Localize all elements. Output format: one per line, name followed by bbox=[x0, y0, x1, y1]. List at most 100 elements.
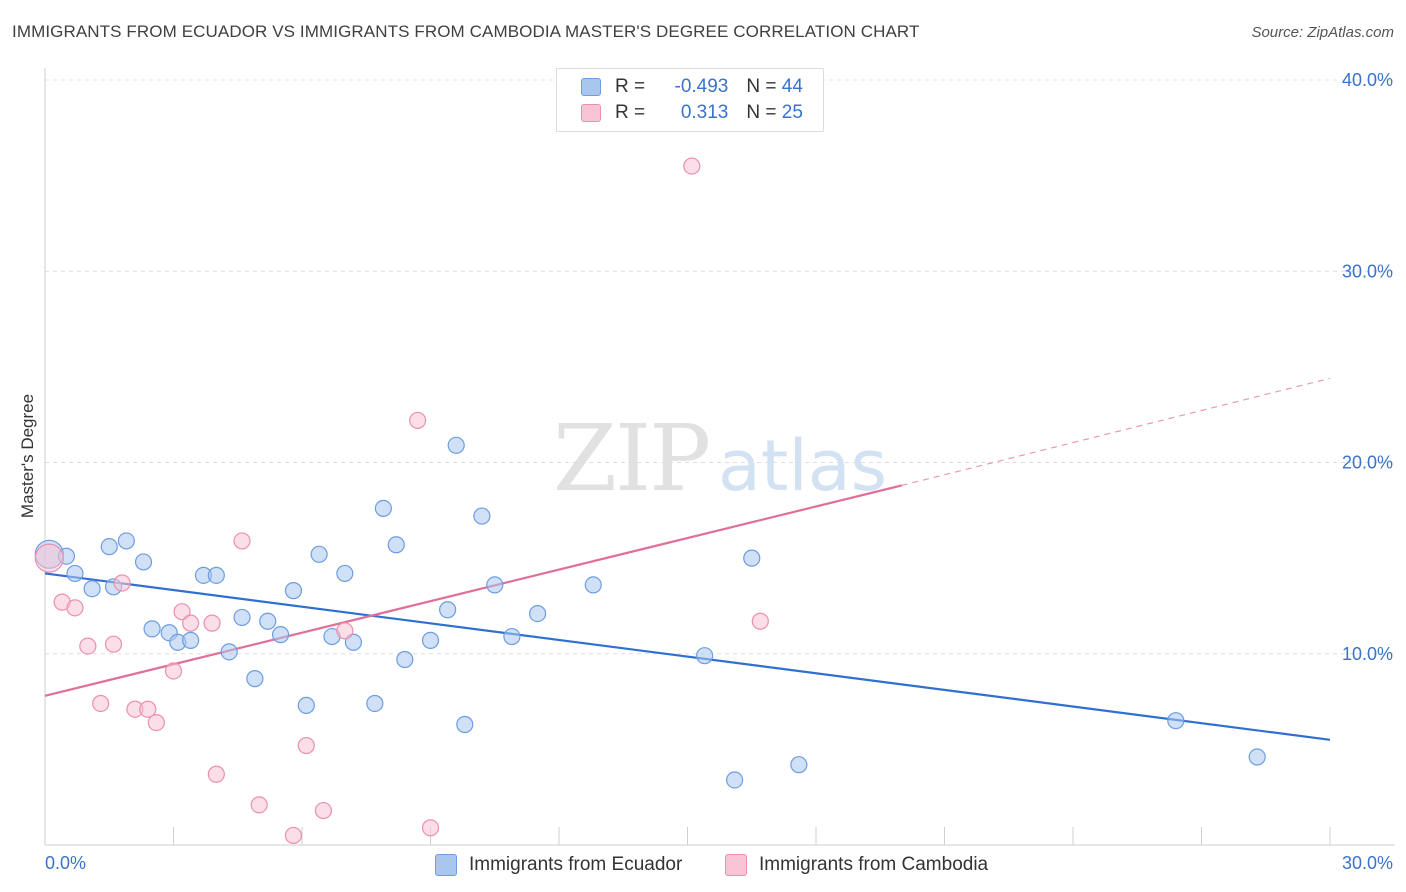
data-point-ecuador bbox=[387, 536, 405, 554]
data-point-ecuador bbox=[336, 564, 354, 583]
data-point-ecuador bbox=[503, 627, 521, 646]
y-tick-label: 10.0% bbox=[1342, 644, 1393, 664]
bottom-legend-label-ecuador: Immigrants from Ecuador bbox=[469, 854, 683, 875]
x-tick-label-start: 0.0% bbox=[45, 853, 86, 873]
legend-row-cambodia: R = 0.313 N = 25 bbox=[581, 101, 803, 125]
data-point-ecuador bbox=[366, 694, 384, 713]
data-point-ecuador bbox=[83, 580, 101, 598]
data-point-cambodia bbox=[104, 635, 123, 653]
legend-r-label: R = bbox=[615, 102, 651, 123]
data-point-cambodia bbox=[250, 796, 268, 814]
data-point-ecuador bbox=[182, 631, 200, 649]
data-point-cambodia bbox=[79, 637, 97, 655]
data-point-cambodia bbox=[113, 574, 131, 592]
data-point-ecuador bbox=[66, 564, 84, 583]
data-point-ecuador bbox=[134, 553, 153, 571]
data-point-ecuador bbox=[100, 538, 118, 556]
legend-swatch-cambodia bbox=[581, 104, 601, 122]
data-point-ecuador bbox=[456, 715, 474, 734]
data-point-cambodia bbox=[314, 801, 333, 820]
data-point-cambodia bbox=[66, 599, 84, 617]
y-tick-label: 30.0% bbox=[1342, 261, 1393, 281]
watermark-atlas: atlas bbox=[718, 425, 887, 507]
data-point-ecuador bbox=[790, 756, 808, 774]
data-point-ecuador bbox=[486, 576, 504, 594]
data-point-cambodia bbox=[207, 765, 225, 783]
data-point-cambodia bbox=[284, 826, 303, 845]
data-point-ecuador bbox=[439, 601, 457, 619]
axes bbox=[44, 68, 1395, 846]
watermark-zip: ZIP bbox=[553, 405, 709, 512]
correlation-legend: R = -0.493 N = 44 R = 0.313 N = 25 bbox=[556, 68, 824, 132]
trend-line-extension bbox=[901, 377, 1331, 487]
y-tick-label: 40.0% bbox=[1342, 70, 1393, 90]
bottom-legend-cambodia: Immigrants from Cambodia bbox=[725, 852, 988, 878]
data-point-ecuador bbox=[584, 576, 602, 594]
data-point-ecuador bbox=[143, 620, 161, 638]
data-point-cambodia bbox=[751, 612, 769, 630]
data-point-cambodia bbox=[683, 157, 701, 175]
data-point-ecuador bbox=[743, 549, 761, 567]
trend-line-ecuador bbox=[44, 572, 1331, 741]
legend-r-value: -0.493 bbox=[674, 76, 729, 97]
y-tick-label: 20.0% bbox=[1342, 453, 1393, 473]
tick-labels: 10.0% 20.0% 30.0% 40.0% 0.0% 30.0% bbox=[45, 70, 1393, 873]
legend-r-value: 0.313 bbox=[680, 102, 729, 123]
data-point-cambodia bbox=[233, 532, 251, 550]
data-point-ecuador bbox=[447, 436, 465, 454]
data-point-ecuador bbox=[117, 532, 135, 550]
data-point-ecuador bbox=[396, 650, 414, 669]
data-point-ecuador bbox=[310, 545, 328, 563]
data-point-cambodia bbox=[336, 622, 354, 640]
grid-lines bbox=[45, 79, 1395, 655]
data-point-cambodia bbox=[297, 736, 315, 755]
bottom-legend-ecuador: Immigrants from Ecuador bbox=[435, 852, 682, 878]
watermark: ZIP atlas bbox=[553, 405, 887, 512]
legend-n-label: N = bbox=[746, 102, 782, 123]
data-point-cambodia bbox=[139, 700, 157, 718]
data-point-ecuador bbox=[473, 507, 491, 525]
data-point-ecuador bbox=[1167, 712, 1185, 730]
data-point-ecuador bbox=[1248, 748, 1266, 766]
data-point-cambodia bbox=[34, 543, 64, 573]
data-point-cambodia bbox=[164, 662, 183, 680]
data-point-cambodia bbox=[173, 603, 191, 621]
data-point-ecuador bbox=[259, 612, 277, 630]
data-point-ecuador bbox=[344, 633, 362, 651]
data-point-cambodia bbox=[409, 411, 427, 430]
legend-n-value: 25 bbox=[781, 102, 803, 123]
data-point-ecuador bbox=[207, 566, 225, 584]
source-label: Source: ZipAtlas.com bbox=[1251, 24, 1394, 41]
data-point-ecuador bbox=[246, 670, 264, 688]
legend-row-ecuador: R = -0.493 N = 44 bbox=[581, 75, 803, 99]
chart-title: IMMIGRANTS FROM ECUADOR VS IMMIGRANTS FR… bbox=[12, 22, 920, 41]
trend-line-cambodia bbox=[44, 484, 902, 697]
data-point-ecuador bbox=[233, 608, 251, 627]
y-axis-label: Master's Degree bbox=[18, 394, 37, 518]
bottom-legend-swatch-cambodia bbox=[725, 854, 747, 876]
data-point-cambodia bbox=[421, 819, 440, 837]
data-point-cambodia bbox=[182, 614, 200, 632]
data-point-ecuador bbox=[528, 604, 547, 623]
legend-n-value: 44 bbox=[781, 76, 803, 97]
data-point-ecuador bbox=[726, 771, 744, 789]
data-point-cambodia bbox=[203, 614, 221, 632]
x-tick-label-end: 30.0% bbox=[1342, 853, 1393, 873]
data-point-cambodia bbox=[147, 713, 165, 732]
data-point-ecuador bbox=[421, 631, 440, 649]
data-point-ecuador bbox=[696, 647, 714, 665]
data-point-cambodia bbox=[92, 694, 110, 713]
data-point-ecuador bbox=[220, 643, 238, 661]
legend-swatch-ecuador bbox=[581, 78, 601, 96]
legend-r-label: R = bbox=[615, 76, 651, 97]
data-point-ecuador bbox=[374, 499, 392, 517]
trend-lines bbox=[44, 377, 1331, 741]
bottom-legend-label-cambodia: Immigrants from Cambodia bbox=[759, 854, 989, 875]
data-point-ecuador bbox=[271, 626, 290, 644]
data-point-ecuador bbox=[284, 582, 303, 600]
data-point-ecuador bbox=[297, 696, 315, 714]
bottom-legend-swatch-ecuador bbox=[435, 854, 457, 876]
legend-n-label: N = bbox=[746, 76, 782, 97]
data-points bbox=[34, 157, 1266, 845]
